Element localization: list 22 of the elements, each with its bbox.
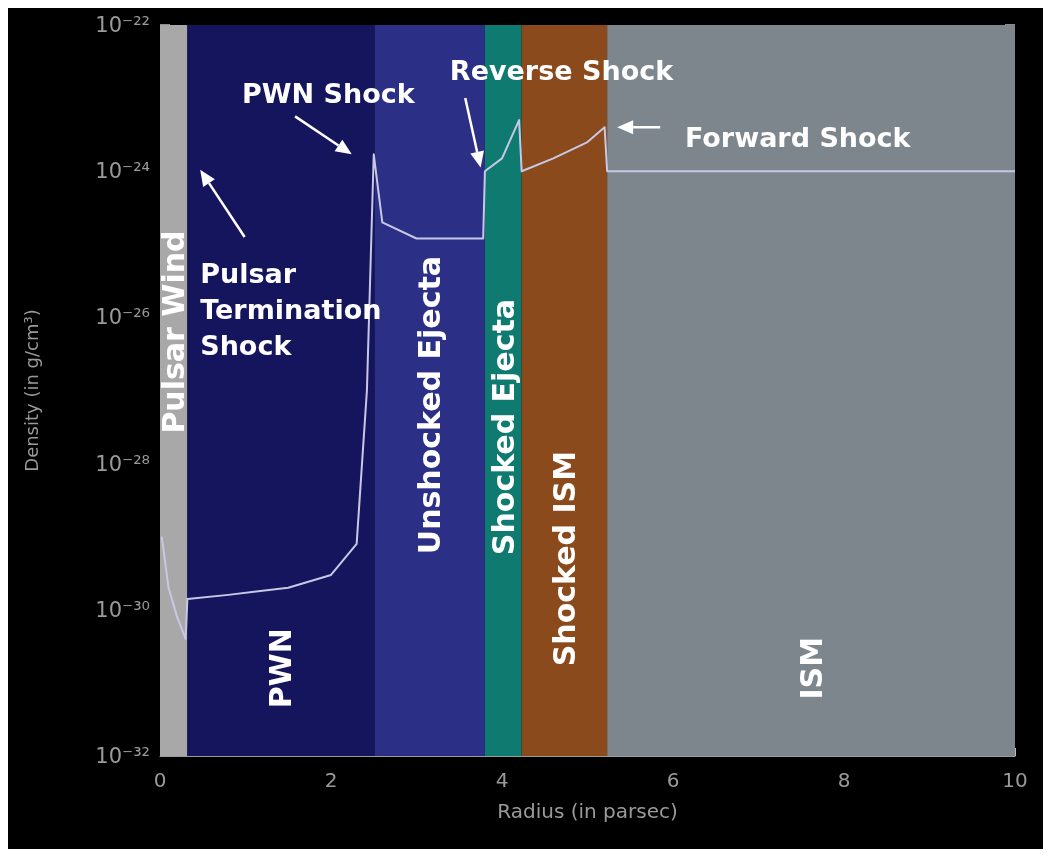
band-label: Shocked ISM	[546, 450, 582, 667]
y-axis-title: Density (in g/cm³)	[20, 309, 42, 472]
x-tick-label: 8	[837, 768, 851, 792]
x-tick-label: 10	[1002, 768, 1028, 792]
annotation: PWN Shock	[242, 77, 416, 109]
y-tick-label: 10⁻³²	[95, 744, 150, 768]
annotation: Forward Shock	[684, 121, 912, 153]
y-tick-label: 10⁻³⁰	[95, 597, 150, 622]
x-tick-label: 2	[324, 768, 338, 792]
x-tick-label: 6	[666, 768, 680, 792]
y-tick-label: 10⁻²²	[95, 13, 150, 37]
y-tick-label: 10⁻²⁸	[95, 451, 150, 476]
x-axis-title: Radius (in parsec)	[497, 799, 678, 823]
x-tick-label: 4	[495, 768, 509, 792]
band-label: Unshocked Ejecta	[412, 256, 448, 555]
band-label: Shocked Ejecta	[485, 298, 521, 556]
band-label: ISM	[793, 636, 829, 700]
y-tick-label: 10⁻²⁴	[95, 159, 150, 184]
band-label: PWN	[263, 628, 299, 709]
band-label: Pulsar Wind	[156, 230, 192, 434]
y-tick-label: 10⁻²⁶	[95, 305, 150, 330]
x-tick-label: 0	[153, 768, 167, 792]
